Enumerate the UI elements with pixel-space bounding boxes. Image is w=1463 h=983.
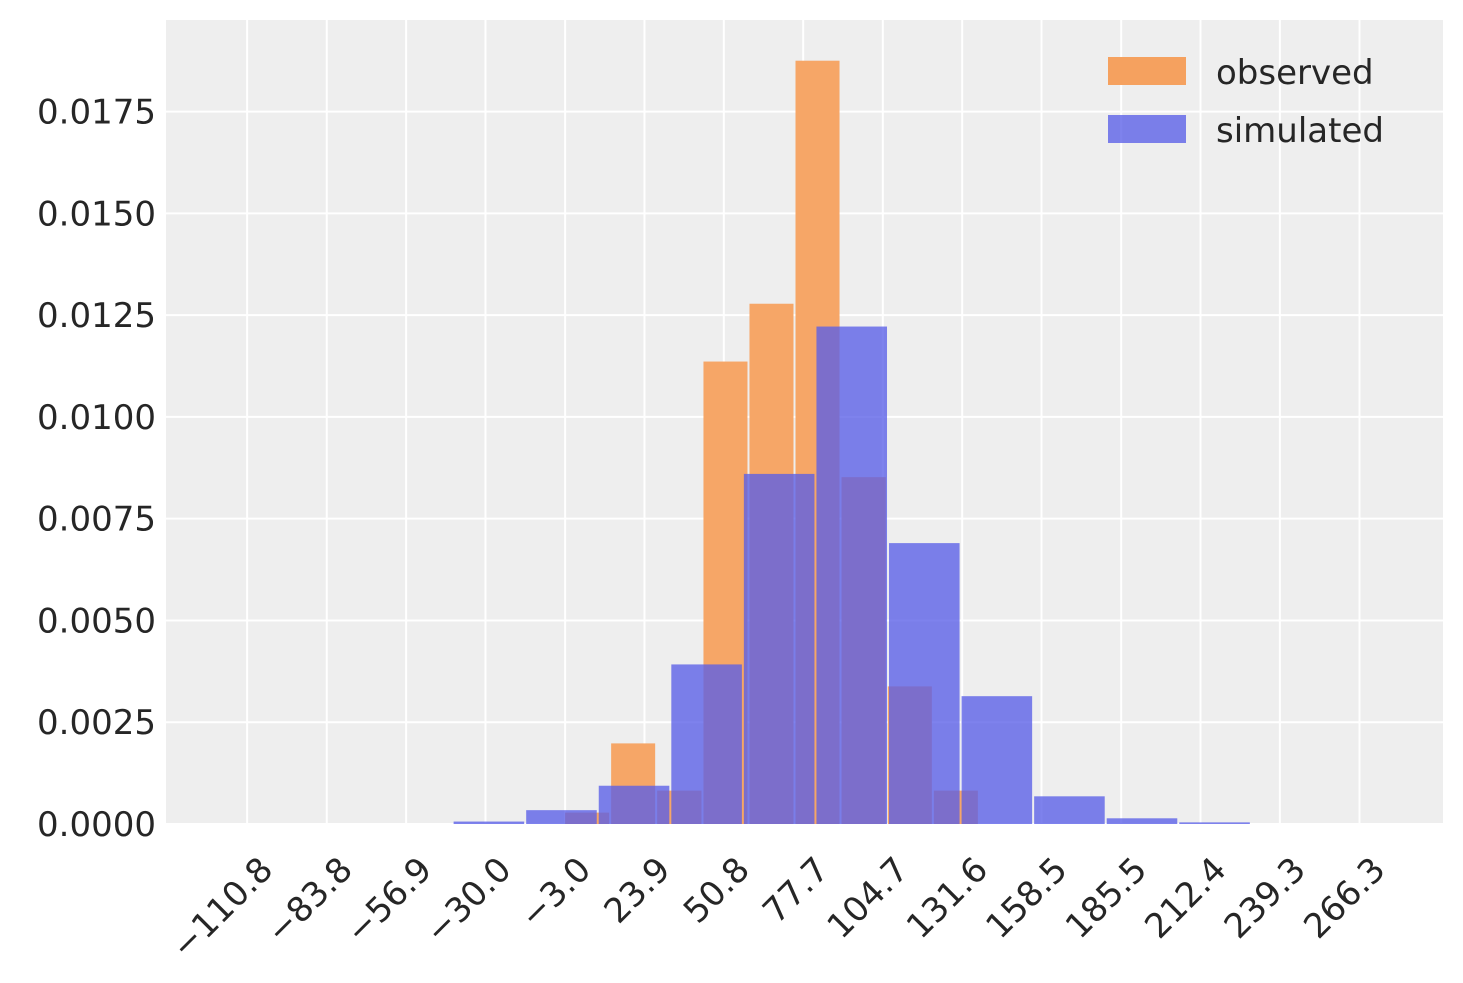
x-tick-label: −3.0 [512, 850, 599, 937]
y-tick-label: 0.0125 [37, 296, 156, 336]
bar-simulated-5 [816, 326, 888, 824]
x-tick-label: −83.8 [259, 850, 361, 952]
x-tick-label: 104.7 [820, 850, 917, 947]
x-tick-label: 23.9 [597, 850, 679, 932]
x-tick-label: 185.5 [1058, 850, 1155, 947]
x-tick-label: 50.8 [676, 850, 758, 932]
legend-swatch-observed [1108, 57, 1186, 85]
x-tick-label: −110.8 [164, 850, 281, 967]
x-tick-label: 131.6 [899, 850, 996, 947]
y-tick-label: 0.0000 [37, 805, 156, 845]
y-axis-ticks: 0.0000 0.0025 0.0050 0.0075 0.0100 0.0125 0.01… [37, 93, 156, 845]
bar-simulated-4 [743, 473, 815, 824]
x-tick-label: 212.4 [1137, 850, 1234, 947]
legend: observed simulated [1108, 53, 1384, 151]
legend-label-simulated: simulated [1216, 111, 1384, 151]
legend-label-observed: observed [1216, 53, 1374, 93]
x-tick-label: −56.9 [338, 850, 440, 952]
x-tick-label: 266.3 [1296, 850, 1393, 947]
bar-simulated-2 [598, 785, 670, 824]
bar-simulated-8 [1034, 796, 1105, 824]
y-tick-label: 0.0050 [37, 601, 156, 641]
x-tick-label: 158.5 [978, 850, 1075, 947]
bar-simulated-6 [889, 543, 960, 824]
x-axis-ticks: −110.8−83.8−56.9−30.0−3.023.950.877.7104… [164, 850, 1394, 967]
y-tick-label: 0.0025 [37, 703, 156, 743]
y-tick-label: 0.0175 [37, 93, 156, 133]
bar-simulated-9 [1106, 818, 1178, 824]
x-tick-label: 239.3 [1217, 850, 1314, 947]
bar-simulated-3 [671, 664, 742, 824]
bar-simulated-10 [1179, 822, 1250, 824]
legend-swatch-simulated [1108, 115, 1186, 143]
bar-simulated-0 [453, 821, 525, 824]
bar-simulated-1 [526, 810, 597, 824]
bars [453, 60, 1250, 825]
y-tick-label: 0.0075 [37, 500, 156, 540]
bar-simulated-7 [961, 696, 1033, 824]
y-tick-label: 0.0100 [37, 398, 156, 438]
y-tick-label: 0.0150 [37, 194, 156, 234]
x-tick-label: −30.0 [417, 850, 519, 952]
